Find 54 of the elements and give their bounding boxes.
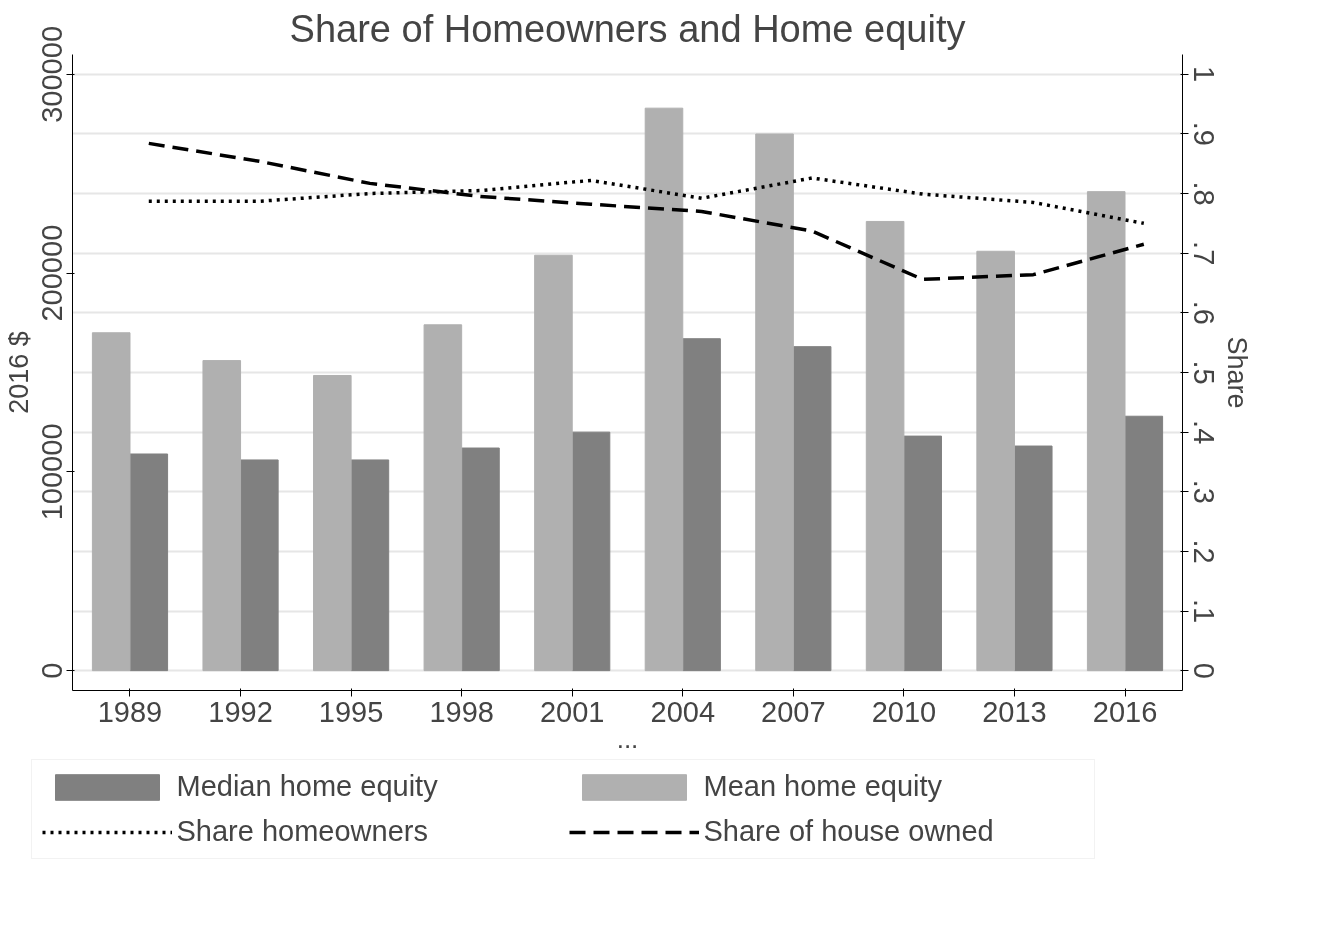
y-axis-title: 2016 $ [3,331,34,414]
x-tick-label: 1992 [208,695,273,728]
x-tick-label: 2016 [1092,695,1158,728]
chart-title: Share of Homeowners and Home equity [289,7,966,50]
x-tick-label: 2010 [871,695,937,728]
y2-tick-label: .7 [1187,241,1220,266]
bar [129,453,169,672]
legend-label: Mean home equity [703,770,944,803]
bar [903,435,942,672]
x-tick-label: 2001 [539,695,605,728]
bar [755,133,794,672]
bar [682,338,721,672]
y2-axis-title: Share [1221,336,1252,409]
y2-tick-label: .9 [1187,121,1220,146]
y2-tick-label: .5 [1187,360,1220,385]
legend-label: Share of house owned [703,815,995,848]
x-tick-label: 1989 [97,695,163,728]
legend-label: Median home equity [176,770,439,803]
y-tick-label: 300000 [35,25,68,123]
x-tick-label: 2007 [761,695,826,728]
bar [976,250,1015,672]
y2-tick-label: .3 [1187,479,1220,504]
y2-tick-label: .1 [1187,599,1220,624]
y-tick-label: 200000 [35,224,68,322]
y2-tick-label: .8 [1187,181,1220,206]
bar [313,374,352,672]
y2-tick-label: 1 [1187,66,1220,83]
x-tick-label: 1995 [318,695,384,728]
bar [202,360,242,672]
x-tick-label: 2013 [982,695,1047,728]
bar [350,459,390,672]
bar [792,346,832,672]
y2-tick-label: 0 [1187,662,1220,679]
bar [571,431,611,672]
y-tick-label: 100000 [35,423,68,521]
bar [644,107,684,672]
x-tick-label: 1998 [429,695,494,728]
bar [240,459,279,672]
bar [1124,415,1164,672]
bar [1086,191,1126,672]
y2-tick-label: .6 [1187,300,1220,325]
x-axis-title: ... [616,723,639,754]
line-series [147,141,1146,282]
bar [534,254,573,672]
bar [461,447,500,672]
bar [91,332,131,672]
bar [1013,445,1053,672]
x-tick-label: 2004 [650,695,716,728]
legend-label: Share homeowners [176,815,429,848]
y2-tick-label: .2 [1187,539,1220,564]
bar [423,324,463,672]
y-tick-label: 0 [35,662,68,679]
bar [865,220,905,672]
y2-tick-label: .4 [1187,420,1220,445]
